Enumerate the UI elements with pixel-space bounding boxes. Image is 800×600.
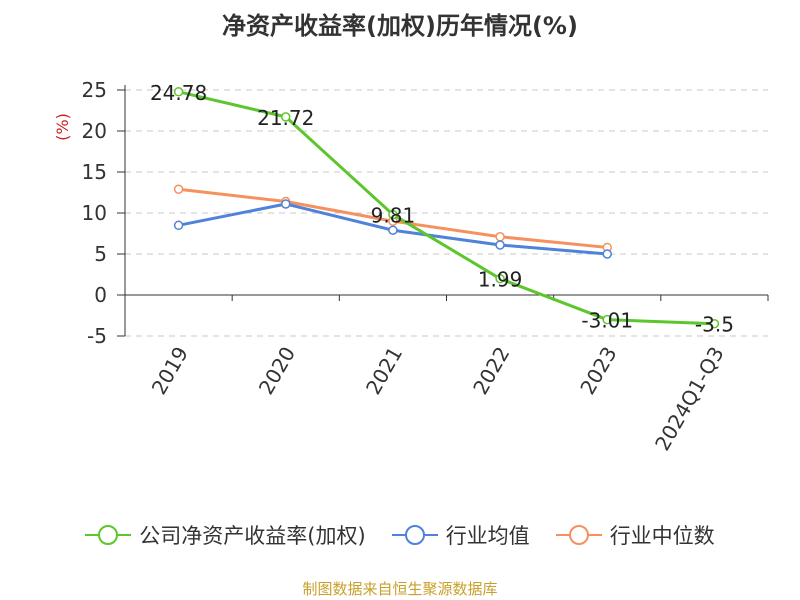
x-tick-label: 2020 xyxy=(254,343,300,399)
data-point xyxy=(281,199,291,209)
data-point xyxy=(173,220,184,231)
legend-label-industry-mean: 行业均值 xyxy=(445,524,530,548)
data-point xyxy=(495,273,505,284)
y-tick-label: 20 xyxy=(82,119,107,143)
data-label: -3.01 xyxy=(581,309,633,333)
data-point xyxy=(388,225,398,235)
legend-marker-roe xyxy=(85,525,132,545)
data-label: 1.99 xyxy=(478,268,523,292)
x-tick-label: 2022 xyxy=(468,343,514,399)
legend-marker-industry-mean xyxy=(391,525,438,545)
legend-item-roe[interactable]: 公司净资产收益率(加权) xyxy=(85,520,366,550)
x-tick-label: 2021 xyxy=(361,343,407,399)
data-point xyxy=(709,318,720,329)
y-tick-label: 15 xyxy=(82,160,107,184)
data-label: 21.72 xyxy=(257,106,314,130)
data-point xyxy=(388,209,398,220)
legend-item-industry-median[interactable]: 行业中位数 xyxy=(555,520,715,550)
x-tick-label: 2019 xyxy=(147,343,193,399)
data-point xyxy=(281,112,291,122)
data-label: 24.78 xyxy=(150,81,207,105)
y-tick-label: 0 xyxy=(94,283,107,307)
data-point xyxy=(495,232,505,242)
y-tick-label: -5 xyxy=(87,324,107,348)
x-tick-label: 2023 xyxy=(575,343,621,399)
data-point xyxy=(173,87,184,97)
legend-marker-industry-median xyxy=(555,525,602,545)
y-tick-label: 10 xyxy=(82,201,107,225)
legend: 公司净资产收益率(加权) 行业均值 行业中位数 xyxy=(0,520,800,550)
x-tick-label: 2024Q1-Q3 xyxy=(650,343,729,455)
legend-label-industry-median: 行业中位数 xyxy=(609,524,715,548)
data-source: 制图数据来自恒生聚源数据库 xyxy=(302,580,498,598)
y-tick-label: 25 xyxy=(82,78,107,102)
y-tick-label: 5 xyxy=(94,242,107,266)
legend-item-industry-mean[interactable]: 行业均值 xyxy=(391,520,530,550)
chart-title: 净资产收益率(加权)历年情况(%) xyxy=(222,12,578,40)
data-label: -3.5 xyxy=(695,313,734,337)
legend-label-roe: 公司净资产收益率(加权) xyxy=(139,524,366,548)
series-line-0 xyxy=(178,90,715,326)
data-label: 9.81 xyxy=(371,204,416,228)
data-point xyxy=(602,249,612,259)
data-point xyxy=(602,314,612,325)
data-point xyxy=(173,184,184,194)
y-axis-label: (%) xyxy=(53,113,72,141)
data-point xyxy=(495,240,505,250)
